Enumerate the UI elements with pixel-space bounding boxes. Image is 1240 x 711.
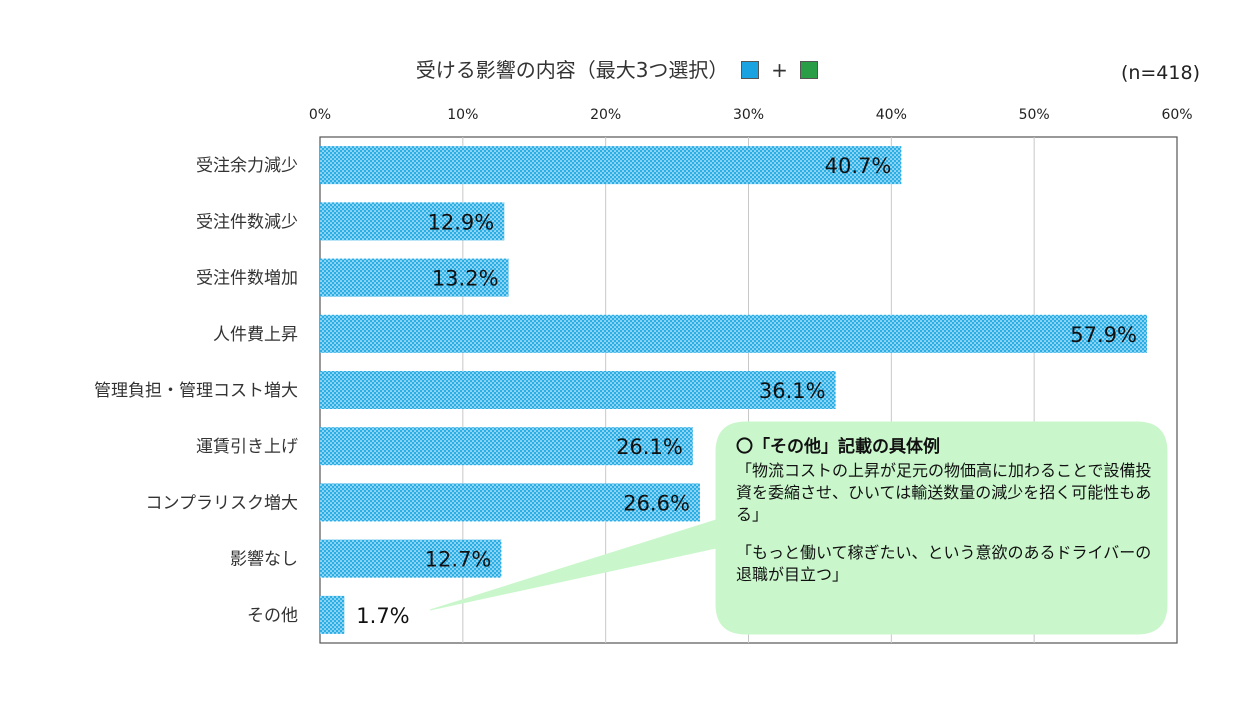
callout-quote-1: 「物流コストの上昇が足元の物価高に加わることで設備投資を委縮させ、ひいては輸送数…	[736, 461, 1152, 524]
data-label: 12.9%	[428, 210, 495, 234]
category-label: 影響なし	[230, 550, 298, 570]
bar	[320, 483, 700, 522]
bar	[320, 371, 836, 409]
bar	[320, 258, 509, 297]
bar	[320, 427, 693, 466]
callout-text: 〇「その他」記載の具体例 「物流コストの上昇が足元の物価高に加わることで設備投資…	[736, 436, 1156, 586]
category-label: コンプラリスク増大	[146, 493, 299, 513]
x-tick-label: 10%	[447, 107, 478, 123]
x-tick-label: 20%	[590, 107, 621, 123]
callout-quote-2: 「もっと働いて稼ぎたい、という意欲のあるドライバーの退職が目立つ」	[736, 543, 1152, 584]
data-label: 26.6%	[623, 491, 690, 515]
data-label: 13.2%	[432, 267, 499, 291]
bar	[320, 202, 505, 241]
bar	[320, 146, 902, 185]
callout-bubble	[429, 421, 1168, 635]
category-label: 受注件数減少	[196, 212, 298, 232]
x-tick-label: 50%	[1019, 107, 1050, 123]
x-tick-label: 0%	[309, 107, 331, 123]
callout-heading: 〇「その他」記載の具体例	[736, 437, 940, 457]
data-label: 26.1%	[616, 435, 683, 459]
category-label: 運賃引き上げ	[196, 437, 298, 457]
category-label: 管理負担・管理コスト増大	[94, 381, 298, 401]
data-label: 12.7%	[425, 548, 492, 572]
chart-title-text: 受ける影響の内容（最大3つ選択）	[415, 58, 729, 82]
data-label: 36.1%	[759, 379, 826, 403]
data-label: 57.9%	[1070, 323, 1137, 347]
legend-swatch-blue	[740, 61, 759, 79]
chart-title: 受ける影響の内容（最大3つ選択） +	[0, 54, 1240, 83]
category-label: 受注余力減少	[196, 156, 298, 176]
bar	[320, 595, 345, 634]
category-label: 受注件数増加	[196, 269, 298, 289]
legend-swatch-green	[800, 61, 819, 79]
data-label: 40.7%	[825, 154, 892, 178]
x-tick-label: 60%	[1161, 107, 1192, 123]
bar	[320, 539, 502, 578]
category-label: 人件費上昇	[213, 325, 298, 345]
data-label: 1.7%	[356, 604, 409, 628]
legend-plus: +	[771, 58, 788, 82]
x-tick-label: 40%	[876, 107, 907, 123]
x-tick-label: 30%	[733, 107, 764, 123]
bar	[320, 314, 1148, 353]
sample-size: (n=418)	[1120, 62, 1200, 84]
category-label: その他	[247, 606, 298, 626]
